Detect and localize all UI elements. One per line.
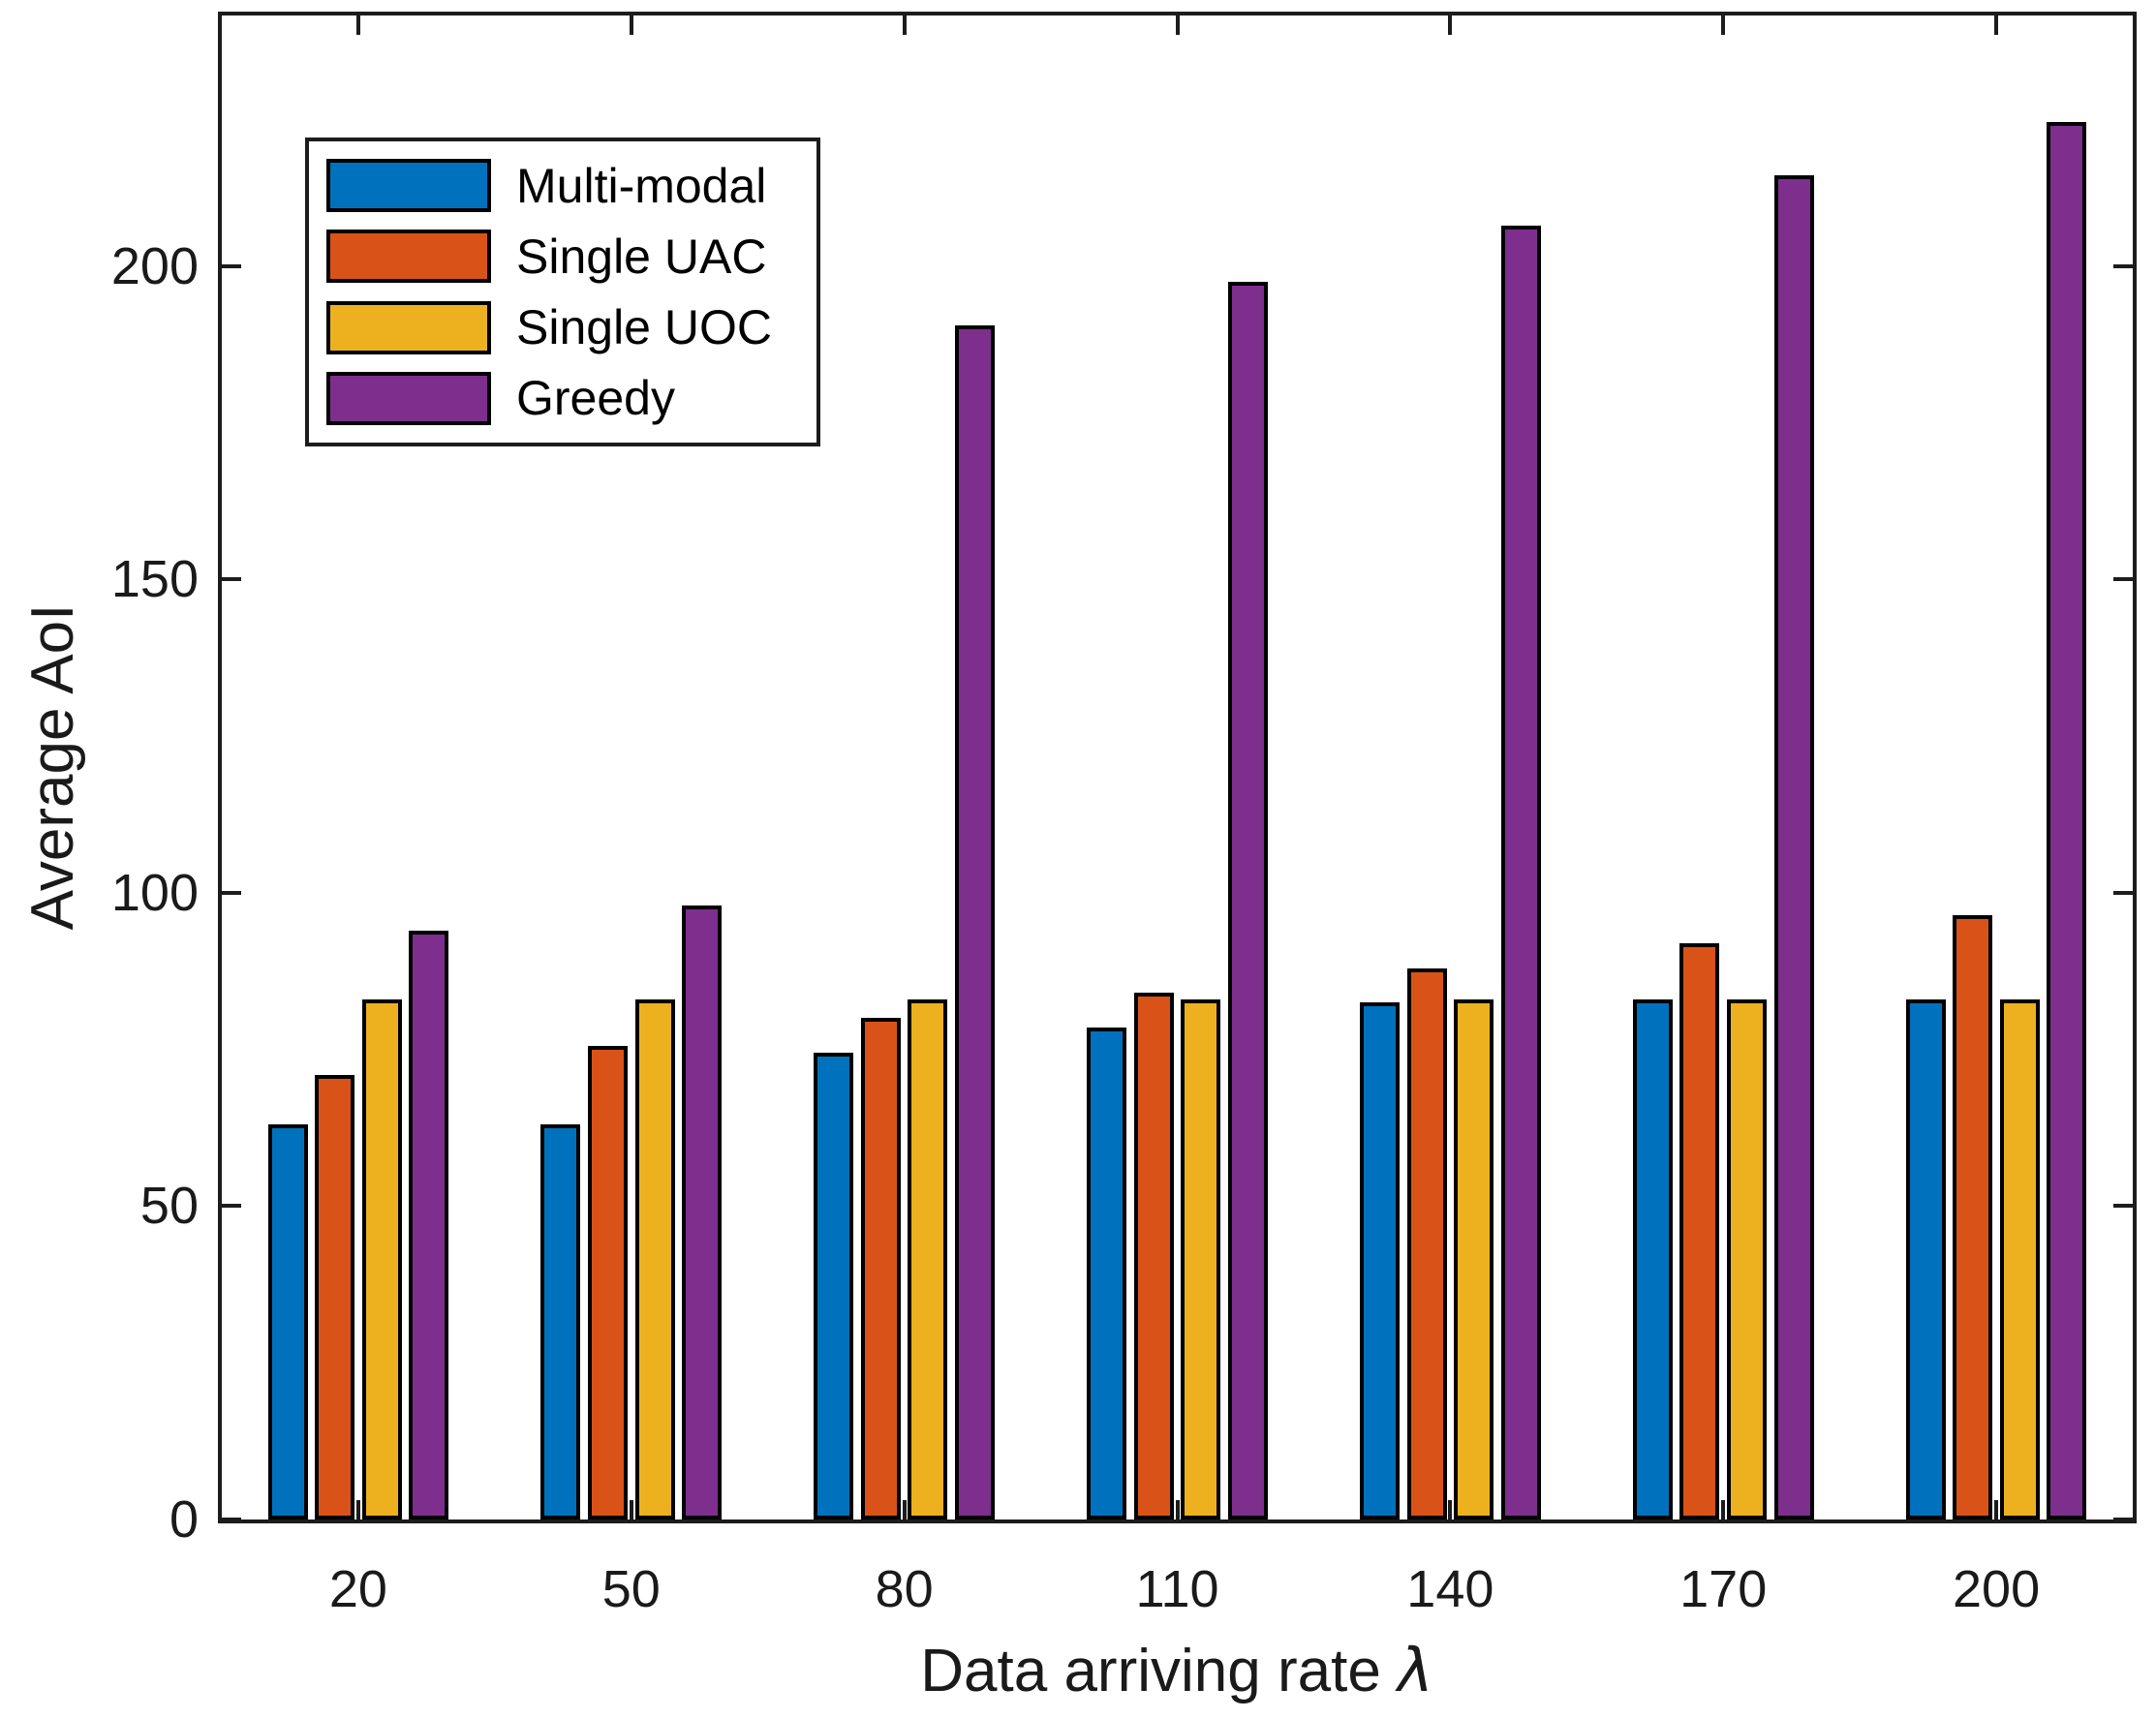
x-tick-mark [902, 1500, 907, 1519]
bar-single-uac-x50 [587, 1046, 628, 1519]
x-tick-label: 140 [1406, 1560, 1494, 1618]
bar-single-uac-x200 [1953, 915, 1993, 1519]
bar-multi-modal-x170 [1632, 999, 1673, 1519]
bar-greedy-x20 [409, 931, 449, 1519]
bar-multi-modal-x200 [1905, 999, 1946, 1519]
legend-item-multi-modal: Multi-modal [326, 158, 816, 213]
legend: Multi-modal Single UAC Single UOC Greedy [305, 138, 820, 446]
y-tick-label: 0 [169, 1490, 199, 1549]
y-tick-label: 200 [110, 236, 199, 295]
x-tick-label: 170 [1679, 1560, 1768, 1618]
bar-greedy-x140 [1500, 226, 1541, 1519]
legend-label-greedy: Greedy [516, 371, 675, 426]
bar-greedy-x50 [682, 906, 723, 1519]
y-tick-mark-right [2113, 263, 2133, 268]
y-tick-mark [222, 577, 241, 582]
bar-multi-modal-x20 [267, 1124, 308, 1519]
y-tick-mark [222, 263, 241, 268]
x-tick-mark-top [355, 15, 360, 35]
x-tick-label: 50 [601, 1560, 661, 1618]
bar-multi-modal-x80 [814, 1053, 854, 1519]
y-tick-mark-right [2113, 1204, 2133, 1209]
x-tick-label: 200 [1953, 1560, 2041, 1618]
bar-single-uac-x20 [315, 1075, 355, 1519]
legend-swatch-single-uac [326, 230, 491, 284]
x-tick-mark [1175, 1500, 1180, 1519]
x-tick-mark-top [1721, 15, 1726, 35]
legend-label-multi-modal: Multi-modal [516, 158, 767, 213]
bar-multi-modal-x110 [1087, 1028, 1127, 1519]
bar-greedy-x110 [1227, 282, 1268, 1519]
legend-item-single-uac: Single UAC [326, 229, 816, 284]
x-tick-mark-top [629, 15, 633, 35]
bar-single-uoc-x200 [1999, 999, 2040, 1519]
bar-single-uoc-x50 [634, 999, 675, 1519]
bar-greedy-x200 [2047, 122, 2087, 1519]
legend-label-single-uoc: Single UOC [516, 300, 772, 355]
y-tick-label: 50 [139, 1177, 199, 1236]
x-tick-mark-top [1175, 15, 1180, 35]
y-tick-mark-right [2113, 1518, 2133, 1521]
legend-item-greedy: Greedy [326, 371, 816, 426]
y-tick-mark [222, 1518, 241, 1521]
y-tick-mark-right [2113, 890, 2133, 895]
legend-item-single-uoc: Single UOC [326, 300, 816, 355]
x-tick-mark-top [902, 15, 907, 35]
lambda-symbol: λ [1398, 1635, 1433, 1705]
x-tick-mark [355, 1500, 360, 1519]
x-axis-label-text: Data arriving rate [920, 1638, 1399, 1704]
bar-single-uoc-x20 [361, 999, 402, 1519]
y-tick-mark [222, 890, 241, 895]
bar-single-uac-x110 [1133, 993, 1174, 1519]
bar-greedy-x170 [1773, 175, 1814, 1519]
bar-single-uoc-x80 [908, 999, 948, 1519]
legend-swatch-multi-modal [326, 159, 491, 213]
x-tick-mark [1994, 1500, 1999, 1519]
bar-single-uac-x140 [1406, 968, 1447, 1519]
x-tick-mark [1448, 1500, 1453, 1519]
x-tick-mark-top [1448, 15, 1453, 35]
y-tick-label: 100 [110, 863, 199, 922]
y-tick-mark [222, 1204, 241, 1209]
x-axis-label: Data arriving rate λ [920, 1639, 1432, 1704]
x-tick-mark-top [1994, 15, 1999, 35]
x-tick-mark [629, 1500, 633, 1519]
legend-swatch-single-uoc [326, 300, 491, 354]
x-tick-label: 80 [875, 1560, 934, 1618]
bar-single-uac-x170 [1679, 943, 1720, 1519]
x-tick-mark [1721, 1500, 1726, 1519]
bar-multi-modal-x50 [540, 1124, 581, 1519]
bar-single-uoc-x170 [1727, 999, 1767, 1519]
bar-multi-modal-x140 [1359, 1002, 1400, 1519]
bar-greedy-x80 [955, 325, 996, 1519]
bar-single-uoc-x140 [1454, 999, 1494, 1519]
x-tick-label: 20 [328, 1560, 387, 1618]
bar-single-uac-x80 [860, 1018, 901, 1519]
bar-single-uoc-x110 [1181, 999, 1221, 1519]
legend-swatch-greedy [326, 371, 491, 425]
legend-label-single-uac: Single UAC [516, 229, 767, 284]
y-tick-mark-right [2113, 577, 2133, 582]
plot-area [218, 12, 2137, 1523]
x-tick-label: 110 [1135, 1560, 1219, 1618]
y-tick-label: 150 [110, 550, 199, 609]
